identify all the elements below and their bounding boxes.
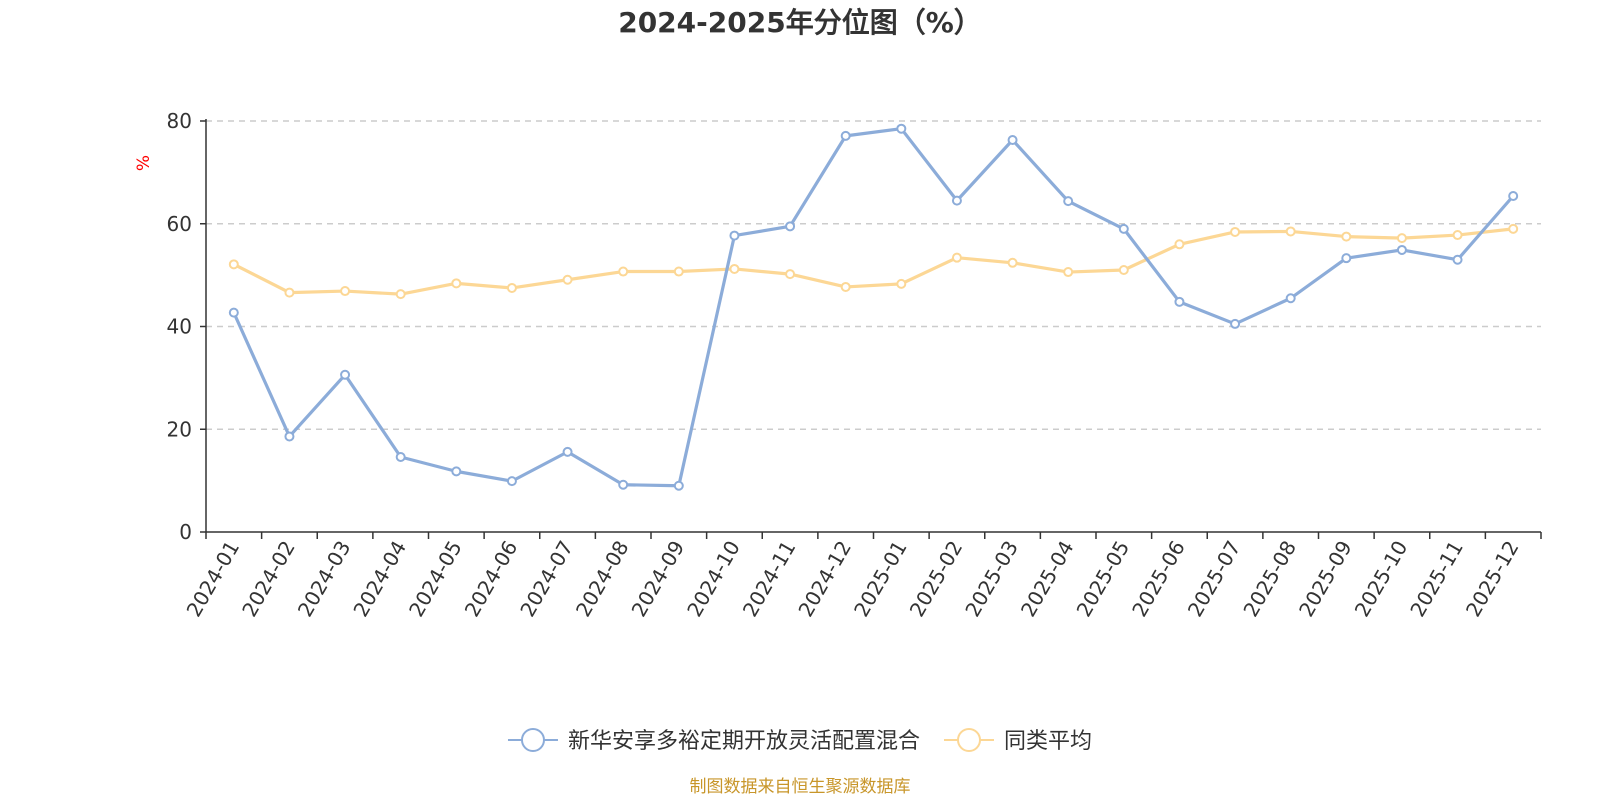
data-point	[729, 263, 740, 274]
data-point	[340, 286, 351, 297]
data-point	[618, 479, 629, 490]
data-point	[951, 252, 962, 263]
series-line	[232, 127, 1515, 488]
x-tick-label: 2024-10	[682, 537, 745, 621]
series-lines	[228, 123, 1519, 491]
source-footer: 制图数据来自恒生聚源数据库	[689, 777, 911, 797]
legend-label: 新华安享多裕定期开放灵活配置混合	[568, 729, 920, 754]
data-point	[1007, 135, 1018, 146]
x-tick-label: 2025-04	[1016, 537, 1079, 621]
data-point	[673, 266, 684, 277]
data-point	[1118, 264, 1129, 275]
data-point	[729, 230, 740, 241]
data-point	[395, 451, 406, 462]
data-point	[951, 195, 962, 206]
x-tick-label: 2024-07	[515, 537, 578, 621]
data-point	[1007, 257, 1018, 268]
data-point	[840, 281, 851, 292]
data-point	[451, 466, 462, 477]
x-tick-label: 2024-06	[460, 537, 523, 621]
data-point	[1341, 253, 1352, 264]
data-point	[284, 287, 295, 298]
x-tick-label: 2025-09	[1294, 537, 1357, 621]
x-tick-label: 2024-12	[793, 537, 856, 621]
y-tick-label: 20	[167, 417, 192, 441]
data-point	[284, 431, 295, 442]
x-tick-label: 2025-07	[1183, 537, 1246, 621]
x-tick-label: 2025-02	[905, 537, 968, 621]
grid-lines	[206, 120, 1541, 430]
x-tick-label: 2024-03	[293, 537, 356, 621]
x-tick-label: 2025-11	[1405, 537, 1468, 621]
y-tick-label: 60	[167, 212, 192, 236]
data-point	[1508, 223, 1519, 234]
data-point	[228, 259, 239, 270]
y-axis-label: %	[134, 155, 154, 171]
data-point	[1230, 318, 1241, 329]
data-point	[340, 369, 351, 380]
data-point	[506, 476, 517, 487]
data-point	[506, 282, 517, 293]
x-tick-label: 2024-04	[348, 537, 411, 621]
x-tick-label: 2024-08	[571, 537, 634, 621]
data-point	[1174, 296, 1185, 307]
x-tick-label: 2024-11	[738, 537, 801, 621]
data-point	[562, 274, 573, 285]
x-tick-label: 2025-05	[1072, 537, 1135, 621]
data-point	[785, 269, 796, 280]
x-tick-label: 2025-01	[849, 537, 912, 621]
legend-item-2: 同类平均	[944, 728, 1092, 754]
data-point	[1396, 233, 1407, 244]
data-point	[228, 307, 239, 318]
x-tick-label: 2025-06	[1127, 537, 1190, 621]
legend-label: 同类平均	[1004, 729, 1092, 754]
data-point	[1063, 196, 1074, 207]
series-1	[228, 123, 1519, 491]
data-point	[1174, 239, 1185, 250]
data-point	[1230, 226, 1241, 237]
legend-item-1: 新华安享多裕定期开放灵活配置混合	[507, 728, 920, 754]
data-point	[562, 446, 573, 457]
data-point	[1508, 191, 1519, 202]
data-point	[1285, 226, 1296, 237]
x-tick-label: 2025-10	[1350, 537, 1413, 621]
data-point	[618, 266, 629, 277]
data-point	[395, 289, 406, 300]
data-point	[840, 130, 851, 141]
data-point	[673, 480, 684, 491]
legend: 新华安享多裕定期开放灵活配置混合 同类平均	[507, 728, 1092, 754]
data-point	[1285, 293, 1296, 304]
data-point	[451, 278, 462, 289]
legend-marker	[520, 728, 545, 752]
x-tick-label: 2025-12	[1461, 537, 1524, 621]
x-tick-label: 2024-01	[182, 537, 245, 621]
x-tick-label: 2024-05	[404, 537, 467, 621]
data-point	[1063, 267, 1074, 278]
x-tick-label: 2025-08	[1238, 537, 1301, 621]
data-point	[1118, 223, 1129, 234]
y-tick-label: 80	[167, 109, 192, 133]
axes: 020406080%2024-012024-022024-032024-0420…	[134, 109, 1542, 621]
chart-title: 2024-2025年分位图（%）	[618, 6, 982, 39]
data-point	[1452, 254, 1463, 265]
legend-marker	[957, 728, 981, 752]
data-point	[896, 278, 907, 289]
data-point	[1341, 231, 1352, 242]
data-point	[896, 123, 907, 134]
x-tick-label: 2024-02	[237, 537, 300, 621]
data-point	[1452, 230, 1463, 241]
x-tick-label: 2024-09	[627, 537, 690, 621]
series-line	[233, 227, 1514, 296]
y-tick-label: 40	[167, 315, 192, 339]
x-tick-label: 2025-03	[960, 537, 1023, 621]
y-tick-label: 0	[179, 520, 192, 544]
data-point	[785, 221, 796, 232]
series-2	[228, 223, 1519, 300]
data-point	[1396, 244, 1407, 255]
